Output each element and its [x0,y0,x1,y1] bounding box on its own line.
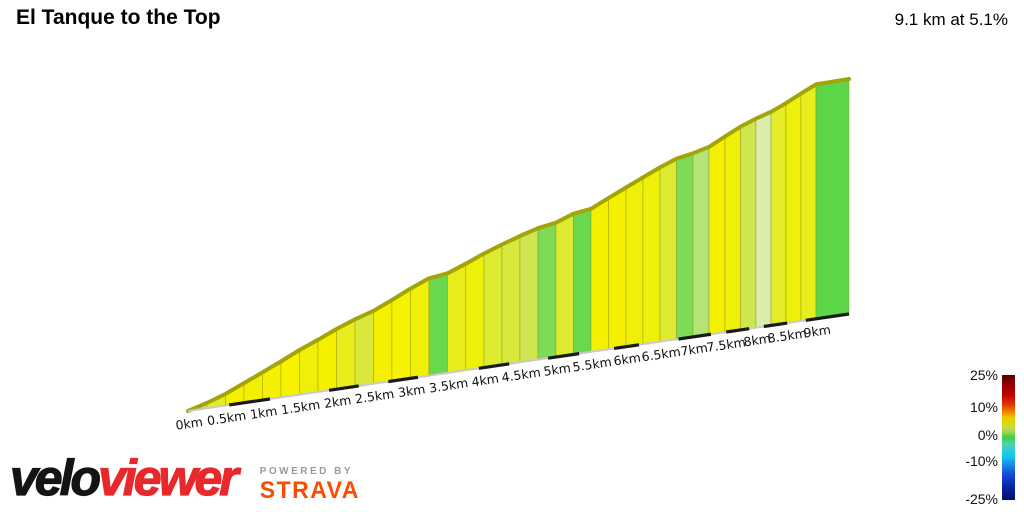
axis-ruler-dash [228,397,271,407]
x-tick-label: 6.5km [641,344,682,365]
profile-segment [537,222,557,361]
x-tick-label: 8km [742,331,771,350]
profile-segment [501,235,521,366]
profile-segment [391,287,411,382]
x-tick-label: 0km [174,414,203,433]
profile-segment [625,176,644,348]
climb-summary: 9.1 km at 5.1% [894,10,1008,29]
profile-segment [642,166,661,345]
powered-by-strava[interactable]: POWERED BY STRAVA [260,466,360,502]
page-title: El Tanque to the Top [16,6,221,29]
strava-logo: STRAVA [259,475,360,503]
profile-segment [373,299,393,385]
x-tick-label: 2.5km [354,386,395,407]
profile-segment [519,227,539,363]
profile-segment [354,310,374,387]
profile-segment [676,152,694,340]
profile-surface-line [186,77,851,413]
profile-segment [465,252,485,371]
axis-ruler-dash [388,375,419,384]
profile-segment [755,111,772,329]
legend-label: -25% [965,491,998,507]
gradient-legend-colorbar [1002,375,1015,500]
x-tick-label: 5.5km [572,354,613,375]
x-tick-label: 4.5km [501,364,542,385]
axis-ruler-dash [613,343,640,351]
x-tick-label: 7km [679,340,708,359]
profile-segment [708,135,726,335]
x-tick-label: 7.5km [706,334,747,355]
legend-label: -10% [965,453,998,469]
veloviewer-logo[interactable]: veloviewer [9,450,239,506]
profile-segment [483,243,503,369]
legend-label: 25% [969,367,998,383]
veloviewer-logo-velo: velo [9,450,101,506]
x-tick-label: 4km [470,371,499,390]
profile-segment [573,208,592,355]
legend-label: 10% [969,399,998,415]
axis-ruler-dash [763,321,788,329]
profile-segment [785,92,802,324]
profile-segment [428,272,448,377]
axis-ruler-dash [726,327,750,334]
x-tick-label: 0.5km [206,408,247,429]
axis-ruler-dash [678,332,712,341]
profile-segment [815,78,850,320]
x-tick-label: 9km [802,322,831,341]
profile-segment [800,83,817,322]
profile-segment [590,197,609,353]
profile-segment [410,277,430,379]
axis-ruler-dash [547,352,580,360]
legend-label: 0% [977,427,998,443]
axis-ruler-dash [328,384,359,392]
axis-ruler-dash [805,312,850,322]
x-tick-label: 5km [542,360,571,379]
gradient-legend: 25% 10% 0% -10% -25% [948,367,1020,510]
profile-segment [724,125,741,333]
profile-segment [659,157,677,343]
powered-by-label: POWERED BY [259,465,354,477]
x-tick-label: 1km [249,403,278,422]
profile-segment [740,117,757,331]
x-tick-label: 1.5km [280,397,321,418]
profile-segment [555,213,574,358]
x-tick-label: 6km [612,350,641,369]
veloviewer-logo-viewer: viewer [97,450,239,506]
axis-ruler-dash [478,362,510,370]
x-tick-label: 2km [323,392,352,411]
profile-segment [692,146,710,338]
profile-segment [608,186,627,350]
profile-segment [447,263,467,374]
x-tick-label: 3.5km [428,375,469,396]
profile-segment [770,102,787,326]
x-tick-label: 8.5km [767,325,808,346]
branding-bar: veloviewer POWERED BY STRAVA [9,450,360,506]
x-tick-label: 3km [397,381,426,400]
